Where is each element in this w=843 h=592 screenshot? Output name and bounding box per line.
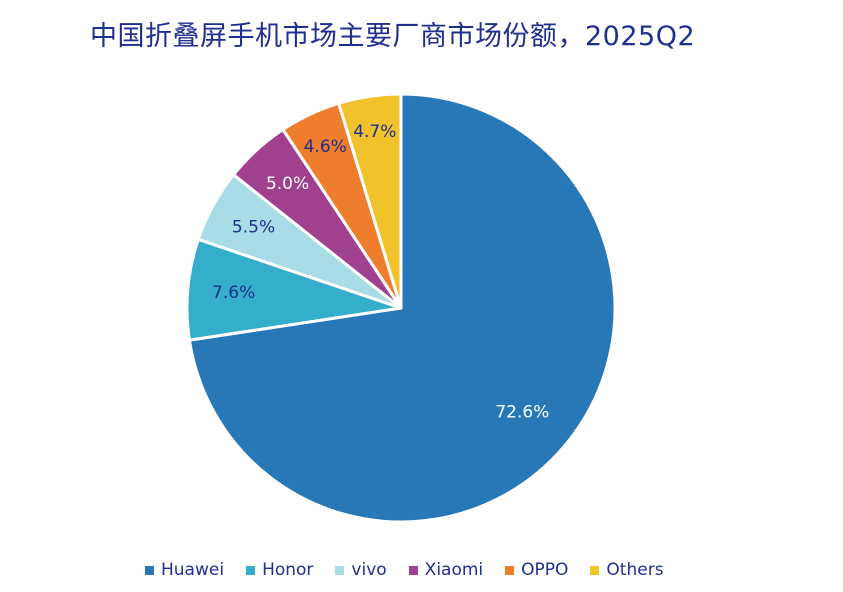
legend-item-honor: Honor [246,560,313,580]
legend-swatch-vivo [335,565,345,575]
pie-slice-honor [185,237,403,342]
data-label-others: 4.7% [353,122,396,142]
legend-item-huawei: Huawei [145,560,224,580]
legend-label-oppo: OPPO [521,560,569,580]
legend-label-others: Others [606,560,664,580]
legend-swatch-others [590,565,600,575]
legend: Huawei Honor vivo Xiaomi OPPO Others [145,560,664,580]
legend-label-huawei: Huawei [161,560,225,580]
legend-swatch-huawei [145,565,154,575]
data-label-huawei: 72.6% [495,402,549,422]
legend-swatch-honor [246,565,256,575]
legend-label-xiaomi: Xiaomi [424,560,484,580]
legend-item-xiaomi: Xiaomi [408,560,484,580]
chart-title: 中国折叠屏手机市场主要厂商市场份额，2025Q2 [90,21,696,52]
data-label-xiaomi: 5.0% [266,174,309,194]
legend-swatch-oppo [505,565,515,575]
data-label-vivo: 5.5% [232,218,275,238]
data-label-oppo: 4.6% [304,137,347,157]
legend-item-others: Others [590,560,664,580]
legend-label-vivo: vivo [351,560,387,580]
pie-chart: 72.6% 7.6% 5.5% 5.0% 4.6% 4.7% [185,92,617,524]
legend-swatch-xiaomi [408,565,418,575]
data-label-honor: 7.6% [212,283,255,303]
pie-slice-others [337,92,403,310]
legend-item-oppo: OPPO [505,560,568,580]
legend-label-honor: Honor [262,560,314,580]
legend-item-vivo: vivo [335,560,387,580]
